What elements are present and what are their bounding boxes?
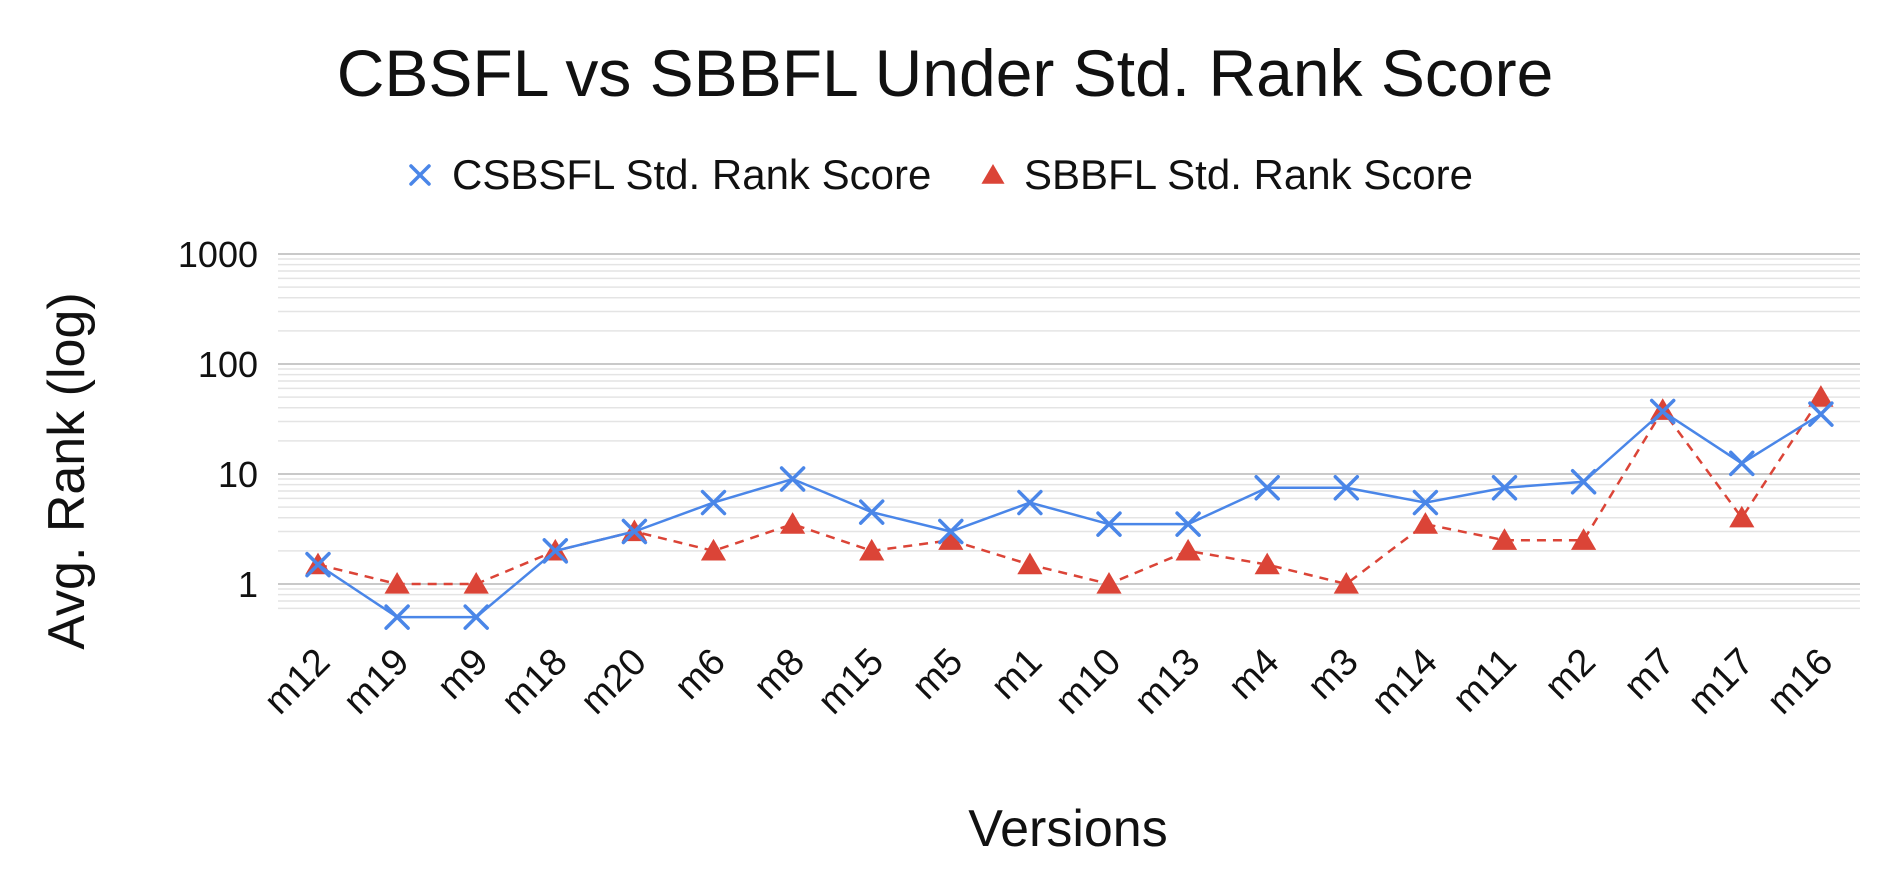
x-tick-label: m13 xyxy=(1126,641,1208,723)
data-point-x-marker xyxy=(1491,474,1518,501)
data-point-triangle-marker xyxy=(1491,528,1518,550)
data-point-triangle-marker xyxy=(1254,552,1280,575)
data-point-x-marker xyxy=(621,518,648,545)
x-tick-label: m7 xyxy=(1616,641,1683,708)
data-point-x-marker xyxy=(938,518,964,545)
y-tick-label: 1 xyxy=(238,564,258,605)
data-point-x-marker xyxy=(1096,511,1122,537)
x-tick-label: m4 xyxy=(1221,641,1288,708)
data-point-triangle-marker xyxy=(1571,528,1597,550)
data-point-x-marker xyxy=(1254,474,1280,501)
series-csbsfl xyxy=(305,398,1834,630)
x-tick-label: m16 xyxy=(1759,641,1841,723)
series-layer xyxy=(305,385,1834,630)
data-point-triangle-marker xyxy=(700,538,727,561)
x-tick-label: m11 xyxy=(1445,641,1525,721)
y-tick-label: 1000 xyxy=(178,234,258,275)
data-point-triangle-marker xyxy=(1808,385,1834,407)
legend-item-csbsfl: CSBSFL Std. Rank Score xyxy=(409,151,931,198)
data-point-triangle-marker xyxy=(938,528,964,550)
x-tick-label: m10 xyxy=(1047,641,1129,723)
data-point-x-marker xyxy=(1570,469,1597,495)
x-tick-label: m1 xyxy=(983,641,1050,708)
x-tick-label: m3 xyxy=(1300,641,1367,708)
data-point-x-marker xyxy=(542,538,569,564)
data-point-x-marker xyxy=(1808,401,1834,427)
series-sbbfl xyxy=(305,385,1834,594)
x-tick-label: m12 xyxy=(256,641,338,723)
data-point-x-marker xyxy=(1017,489,1043,516)
data-point-x-marker xyxy=(463,604,489,630)
legend-x-marker-icon xyxy=(409,164,431,186)
data-point-triangle-marker xyxy=(859,538,885,561)
data-point-triangle-marker xyxy=(463,572,489,594)
data-point-triangle-marker xyxy=(1412,512,1438,534)
y-tick-label: 10 xyxy=(218,454,258,495)
y-axis-ticks: 1000 100 10 1 xyxy=(178,234,258,605)
data-point-x-marker xyxy=(384,604,410,630)
x-tick-label: m14 xyxy=(1364,641,1446,723)
legend-label-sbbfl: SBBFL Std. Rank Score xyxy=(1024,151,1473,198)
data-point-triangle-marker xyxy=(1017,552,1043,575)
x-tick-label: m5 xyxy=(904,641,971,708)
chart-title: CBSFL vs SBBFL Under Std. Rank Score xyxy=(337,36,1554,110)
legend-marker-sbbfl xyxy=(981,164,1005,184)
data-point-x-marker xyxy=(1333,474,1360,501)
x-tick-label: m20 xyxy=(573,641,655,723)
x-tick-label: m15 xyxy=(810,641,892,723)
legend: CSBSFL Std. Rank Score SBBFL Std. Rank S… xyxy=(409,151,1473,198)
x-tick-label: m9 xyxy=(430,641,497,708)
x-tick-label: m17 xyxy=(1680,641,1762,723)
series-line xyxy=(317,409,1822,619)
data-point-x-marker xyxy=(1175,511,1201,537)
data-point-x-marker xyxy=(1412,489,1439,516)
y-axis-title: Avg. Rank (log) xyxy=(38,292,96,649)
data-point-x-marker xyxy=(779,466,806,492)
data-point-triangle-marker xyxy=(1729,505,1755,528)
data-point-triangle-marker xyxy=(780,512,806,534)
y-tick-label: 100 xyxy=(198,344,258,385)
x-tick-label: m19 xyxy=(335,641,417,723)
data-point-triangle-marker xyxy=(384,572,410,594)
data-point-x-marker xyxy=(700,489,727,516)
data-point-triangle-marker xyxy=(1175,538,1201,561)
legend-label-csbsfl: CSBSFL Std. Rank Score xyxy=(452,151,931,198)
x-tick-label: m2 xyxy=(1537,641,1604,708)
x-tick-label: m6 xyxy=(667,641,734,708)
legend-triangle-marker-icon xyxy=(981,164,1005,184)
data-point-x-marker xyxy=(305,551,331,578)
legend-item-sbbfl: SBBFL Std. Rank Score xyxy=(981,151,1473,198)
data-point-x-marker xyxy=(858,499,885,525)
grid-lines xyxy=(278,253,1860,610)
data-point-x-marker xyxy=(1729,450,1755,477)
data-point-x-marker xyxy=(1649,398,1676,425)
x-tick-label: m18 xyxy=(494,641,576,723)
legend-marker-csbsfl xyxy=(409,164,431,186)
data-point-triangle-marker xyxy=(1333,572,1359,594)
data-point-triangle-marker xyxy=(1096,572,1122,594)
x-tick-label: m8 xyxy=(746,641,813,708)
x-axis-title: Versions xyxy=(968,800,1167,858)
